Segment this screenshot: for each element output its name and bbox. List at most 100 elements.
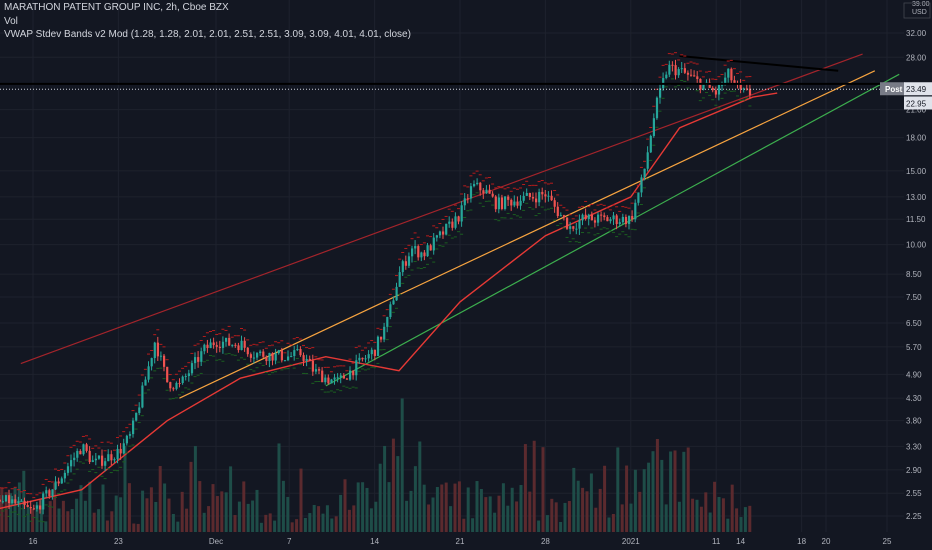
volume-bar [726, 518, 730, 532]
volume-bar [585, 491, 589, 532]
candle-body [23, 500, 26, 506]
candle-body [79, 450, 82, 455]
candle-body [411, 248, 414, 257]
volume-bar [105, 520, 109, 532]
candle-body [513, 201, 516, 206]
volume-bar [365, 487, 369, 532]
price-tick-label: 8.50 [906, 270, 922, 279]
volume-bar [523, 444, 527, 532]
volume-bar [167, 498, 171, 532]
candle-body [45, 490, 48, 494]
candle-body [395, 286, 398, 301]
candle-body [714, 90, 717, 95]
candle-body [293, 350, 296, 357]
volume-bar [321, 513, 325, 532]
volume-bar [48, 501, 52, 532]
candle-body [172, 388, 175, 390]
candle-body [138, 407, 141, 413]
volume-bar [154, 501, 158, 532]
price-tick-label: 32.00 [906, 29, 927, 38]
candle-body [296, 349, 299, 351]
candle-body [463, 198, 466, 206]
volume-bar [286, 496, 290, 532]
candle-body [60, 478, 63, 484]
price-label-top: 39.00 [912, 1, 930, 8]
candle-body [426, 245, 429, 257]
volume-bar [149, 487, 153, 532]
candle-body [212, 342, 215, 346]
candle-body [364, 358, 367, 360]
volume-bar [515, 501, 519, 532]
candle-body [671, 64, 674, 66]
volume-bar [123, 445, 127, 532]
volume-bar [374, 501, 378, 532]
volume-bar [0, 487, 4, 532]
volume-bar [75, 498, 79, 532]
candle-body [203, 344, 206, 352]
time-tick-label: 7 [287, 537, 292, 546]
candles[interactable] [0, 52, 752, 523]
volume-bar [391, 438, 395, 532]
volume-bar [211, 484, 215, 532]
volume-bar [506, 505, 510, 532]
volume-bar [453, 483, 457, 532]
candle-body [628, 215, 631, 225]
candle-body [547, 195, 550, 197]
time-tick-label: 25 [883, 537, 892, 546]
candle-body [621, 216, 624, 223]
volume-bar [383, 445, 387, 532]
candle-body [386, 317, 389, 327]
candle-body [640, 177, 643, 193]
symbol-legend[interactable]: MARATHON PATENT GROUP INC, 2h, Cboe BZX [4, 2, 229, 13]
volume-bar [713, 481, 717, 532]
candle-body [26, 505, 29, 508]
volume-bar [233, 515, 237, 532]
candle-body [476, 182, 479, 185]
candle-body [615, 215, 618, 224]
volume-bar [405, 500, 409, 532]
candle-body [277, 350, 280, 354]
time-axis[interactable]: 1623Dec714212820211114182025Feb [0, 532, 932, 550]
candle-body [181, 376, 184, 384]
candle-body [727, 68, 730, 78]
time-tick-label: 16 [29, 537, 38, 546]
volume-legend[interactable]: Vol [4, 16, 18, 27]
candle-body [541, 191, 544, 195]
volume-bar [273, 520, 277, 532]
candle-body [618, 222, 621, 224]
volume-bar [673, 450, 677, 532]
candle-body [438, 231, 442, 236]
candle-body [321, 370, 324, 383]
candle-body [190, 363, 194, 374]
volume-bar [611, 514, 615, 532]
candle-body [107, 454, 110, 462]
horizontal-lines[interactable] [0, 82, 904, 90]
volume-bar [308, 513, 312, 532]
volume-bar [462, 518, 466, 532]
volume-bar [334, 516, 338, 532]
volume-bar [651, 451, 655, 532]
candle-body [407, 256, 411, 266]
candle-body [116, 448, 119, 460]
candle-body [686, 72, 690, 75]
candle-body [435, 235, 438, 238]
candle-body [97, 455, 101, 459]
candle-body [228, 337, 231, 346]
candle-body [1, 501, 4, 503]
indicator-legend[interactable]: VWAP Stdev Bands v2 Mod (1.28, 1.28, 2.0… [4, 29, 411, 40]
candle-body [597, 214, 600, 223]
volume-bar [343, 479, 347, 532]
volume-bar [669, 451, 673, 532]
trend-lines[interactable] [20, 53, 900, 399]
candle-body [345, 378, 349, 380]
volume-bar [625, 465, 629, 532]
volume-bar [39, 498, 43, 532]
candle-body [559, 215, 562, 217]
candle-body [556, 206, 559, 216]
candle-body [674, 65, 677, 76]
volume-bar [748, 505, 752, 532]
candle-body [85, 444, 88, 451]
candle-body [414, 246, 417, 249]
